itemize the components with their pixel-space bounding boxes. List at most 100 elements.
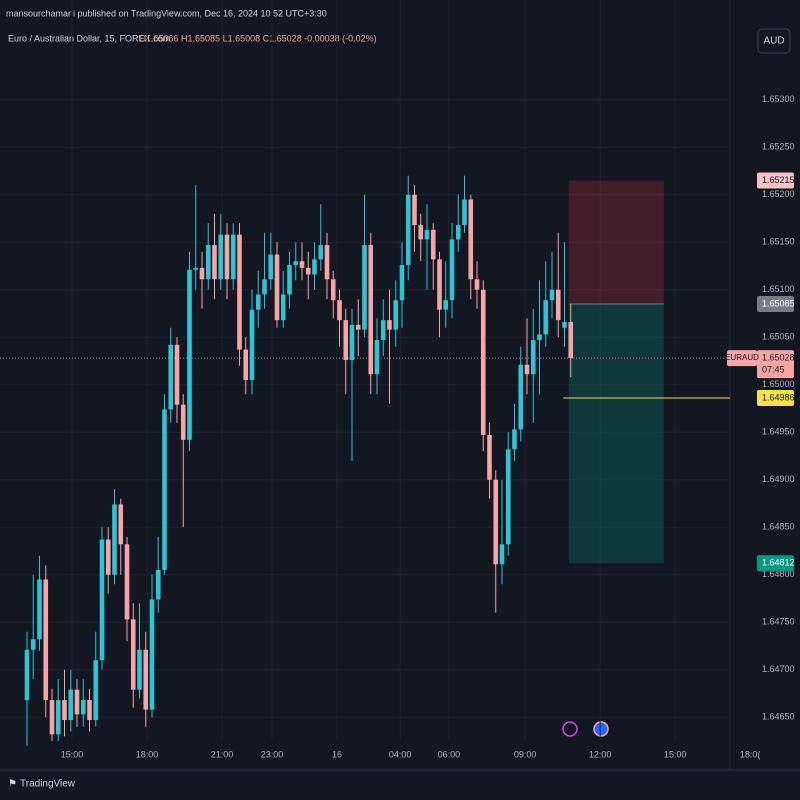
last-price-box (757, 350, 794, 379)
candle-body (380, 320, 386, 341)
candle-body (562, 322, 567, 328)
candle-body (555, 289, 561, 321)
target-label-box (757, 172, 794, 189)
candle-body (437, 259, 442, 310)
candle-body (530, 340, 536, 375)
candle-body (80, 700, 86, 715)
y-tick-label: 1.65150 (762, 237, 795, 247)
candle-body (37, 579, 42, 640)
candle-body (293, 261, 299, 266)
x-tick-label: 15:00 (61, 749, 84, 759)
y-tick-label: 1.65000 (762, 379, 795, 389)
y-tick-label: 1.64950 (762, 427, 795, 437)
candle-body (49, 700, 55, 735)
candle-body (505, 449, 511, 545)
candle-body (87, 700, 92, 721)
candle-body (537, 334, 542, 341)
candle-body (43, 579, 49, 701)
candle-body (524, 364, 530, 375)
candle-body (62, 700, 67, 721)
candle-body (112, 504, 117, 575)
candle-body (24, 649, 30, 701)
candle-body (499, 544, 505, 565)
x-tick-label: 18:00 (136, 749, 159, 759)
candle-body (387, 320, 392, 330)
candle-body (312, 259, 317, 275)
candle-body (55, 700, 61, 735)
event-icon[interactable] (562, 721, 578, 737)
stop-label-box (757, 555, 794, 572)
x-tick-label: 18:0( (740, 749, 761, 759)
candle-body (330, 279, 336, 301)
last-price: 1.65028 (762, 353, 795, 363)
candle-body (224, 234, 230, 280)
candle-body (299, 261, 305, 268)
candle-body (343, 320, 349, 361)
last-price-symbol: EURAUD (725, 353, 759, 362)
candle-body (512, 429, 517, 450)
ohlc: O1.65066 H1.65085 L1.65008 C1.65028 -0.0… (139, 33, 377, 43)
candle-body (174, 344, 180, 405)
candle-body (255, 294, 261, 310)
candle-body (199, 267, 205, 280)
x-tick-label: 06:00 (438, 749, 461, 759)
candle-body (249, 309, 255, 380)
level-label: 1.64986 (762, 392, 795, 402)
entry-label-box (757, 295, 794, 312)
candle-body (124, 544, 130, 620)
candle-body (168, 344, 174, 410)
candle-body (274, 254, 280, 321)
candle-body (237, 234, 242, 350)
candle-body (487, 435, 492, 480)
brand: TradingView (20, 779, 76, 790)
y-tick-label: 1.64650 (762, 712, 795, 722)
candle-body (355, 324, 361, 330)
candle-body (462, 199, 467, 226)
candle-body (474, 279, 480, 290)
x-tick-label: 09:00 (514, 749, 537, 759)
price-labels: 1.65300 1.65250 1.65200 1.65150 1.65100 1.650… (61, 94, 795, 759)
candle-body (549, 289, 555, 301)
y-tick-label: 1.65300 (762, 94, 795, 104)
y-tick-label: 1.65250 (762, 142, 795, 152)
y-tick-label: 1.64800 (762, 569, 795, 579)
candle-body (468, 199, 474, 280)
candle-body (430, 229, 436, 260)
y-tick-label: 1.64850 (762, 522, 795, 532)
event-icon[interactable] (593, 721, 609, 737)
candle-body (393, 300, 399, 330)
entry-label: 1.65085 (762, 298, 795, 308)
y-tick-label: 1.64750 (762, 617, 795, 627)
candle-body (324, 245, 330, 280)
target-label: 1.65215 (762, 175, 795, 185)
candle-body (305, 267, 311, 275)
candle-body (105, 539, 111, 575)
y-tick-label: 1.65200 (762, 189, 795, 199)
candle-body (424, 229, 430, 240)
candle-body (93, 660, 99, 721)
symbol: Euro / Australian Dollar, 15, FOREX.com (8, 33, 170, 43)
x-tick-label: 23:00 (261, 749, 284, 759)
candle-body (162, 409, 167, 570)
candle-body (493, 479, 499, 565)
publisher: mansourchamani published on TradingView.… (6, 8, 327, 18)
currency-button[interactable] (757, 28, 791, 54)
countdown: 07:45 (762, 365, 785, 375)
x-tick-label: 04:00 (389, 749, 412, 759)
candle-body (543, 300, 549, 335)
candle-body (443, 300, 449, 310)
candle-body (180, 404, 186, 440)
candle-body (412, 194, 417, 226)
currency[interactable]: AUD (763, 36, 784, 47)
y-tick-label: 1.64900 (762, 474, 795, 484)
candle-body (137, 649, 142, 690)
candle-body (262, 279, 267, 295)
candle-body (349, 324, 355, 361)
candle-body (68, 689, 74, 721)
candle-body (230, 234, 236, 280)
candle-body (318, 245, 324, 260)
candle-body (455, 225, 461, 240)
candle-body (280, 294, 286, 321)
stop-zone (568, 303, 664, 564)
